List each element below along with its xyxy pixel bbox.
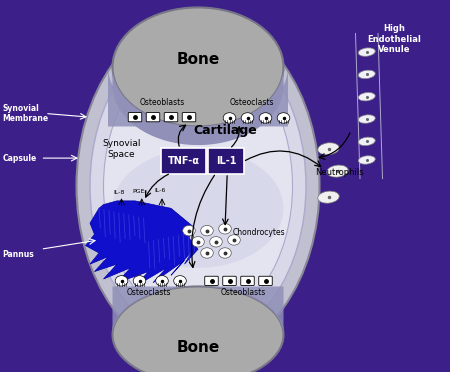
Circle shape (174, 276, 186, 286)
Text: Cartilage: Cartilage (193, 124, 257, 137)
FancyBboxPatch shape (259, 276, 272, 285)
Circle shape (277, 113, 290, 123)
Circle shape (210, 237, 222, 247)
Ellipse shape (112, 7, 284, 126)
Text: Osteoclasts: Osteoclasts (126, 288, 171, 296)
Polygon shape (86, 201, 198, 286)
FancyBboxPatch shape (164, 113, 178, 122)
Circle shape (259, 113, 272, 123)
Text: High
Endothelial
Venule: High Endothelial Venule (367, 24, 421, 54)
FancyBboxPatch shape (205, 276, 218, 285)
Ellipse shape (358, 93, 375, 101)
Circle shape (223, 113, 236, 123)
Text: IL-8: IL-8 (113, 190, 125, 195)
FancyBboxPatch shape (146, 113, 160, 122)
Ellipse shape (112, 149, 284, 268)
Circle shape (219, 248, 231, 258)
Text: Bone: Bone (176, 52, 220, 67)
Text: Osteoclasts: Osteoclasts (230, 98, 274, 107)
Ellipse shape (358, 156, 375, 164)
Ellipse shape (327, 165, 348, 177)
Text: Osteoblasts: Osteoblasts (220, 288, 266, 296)
Polygon shape (108, 67, 288, 126)
Text: Synovial
Space: Synovial Space (102, 139, 141, 158)
FancyBboxPatch shape (128, 113, 142, 122)
Ellipse shape (358, 48, 375, 56)
Circle shape (201, 225, 213, 236)
FancyBboxPatch shape (161, 148, 206, 174)
Text: Synovial
Membrane: Synovial Membrane (2, 104, 49, 123)
FancyBboxPatch shape (223, 276, 236, 285)
Text: Osteoblasts: Osteoblasts (140, 98, 184, 107)
Circle shape (133, 276, 146, 286)
Circle shape (156, 276, 168, 286)
Ellipse shape (318, 143, 339, 155)
Text: Chondrocytes: Chondrocytes (233, 228, 285, 237)
Polygon shape (112, 286, 284, 335)
Circle shape (228, 235, 240, 245)
Circle shape (115, 276, 128, 286)
FancyBboxPatch shape (182, 113, 196, 122)
Text: Capsule: Capsule (2, 154, 36, 163)
FancyBboxPatch shape (241, 276, 254, 285)
Ellipse shape (318, 191, 339, 203)
Text: Pannus: Pannus (2, 250, 34, 259)
Text: IL-6: IL-6 (154, 188, 166, 193)
Ellipse shape (358, 115, 375, 123)
Circle shape (219, 224, 231, 234)
Circle shape (201, 248, 213, 258)
Text: Neutrophils: Neutrophils (315, 169, 364, 177)
Circle shape (241, 113, 254, 123)
Circle shape (183, 225, 195, 236)
Ellipse shape (358, 70, 375, 78)
Text: IL-1: IL-1 (216, 156, 236, 166)
Ellipse shape (104, 48, 292, 324)
FancyBboxPatch shape (208, 148, 244, 174)
Text: Bone: Bone (176, 340, 220, 355)
Text: TNF-α: TNF-α (167, 156, 199, 166)
Ellipse shape (90, 30, 306, 342)
Ellipse shape (76, 15, 320, 357)
Ellipse shape (112, 286, 284, 372)
Ellipse shape (358, 137, 375, 145)
Polygon shape (112, 67, 284, 145)
Text: PGE₂: PGE₂ (132, 189, 147, 194)
Circle shape (192, 237, 204, 247)
